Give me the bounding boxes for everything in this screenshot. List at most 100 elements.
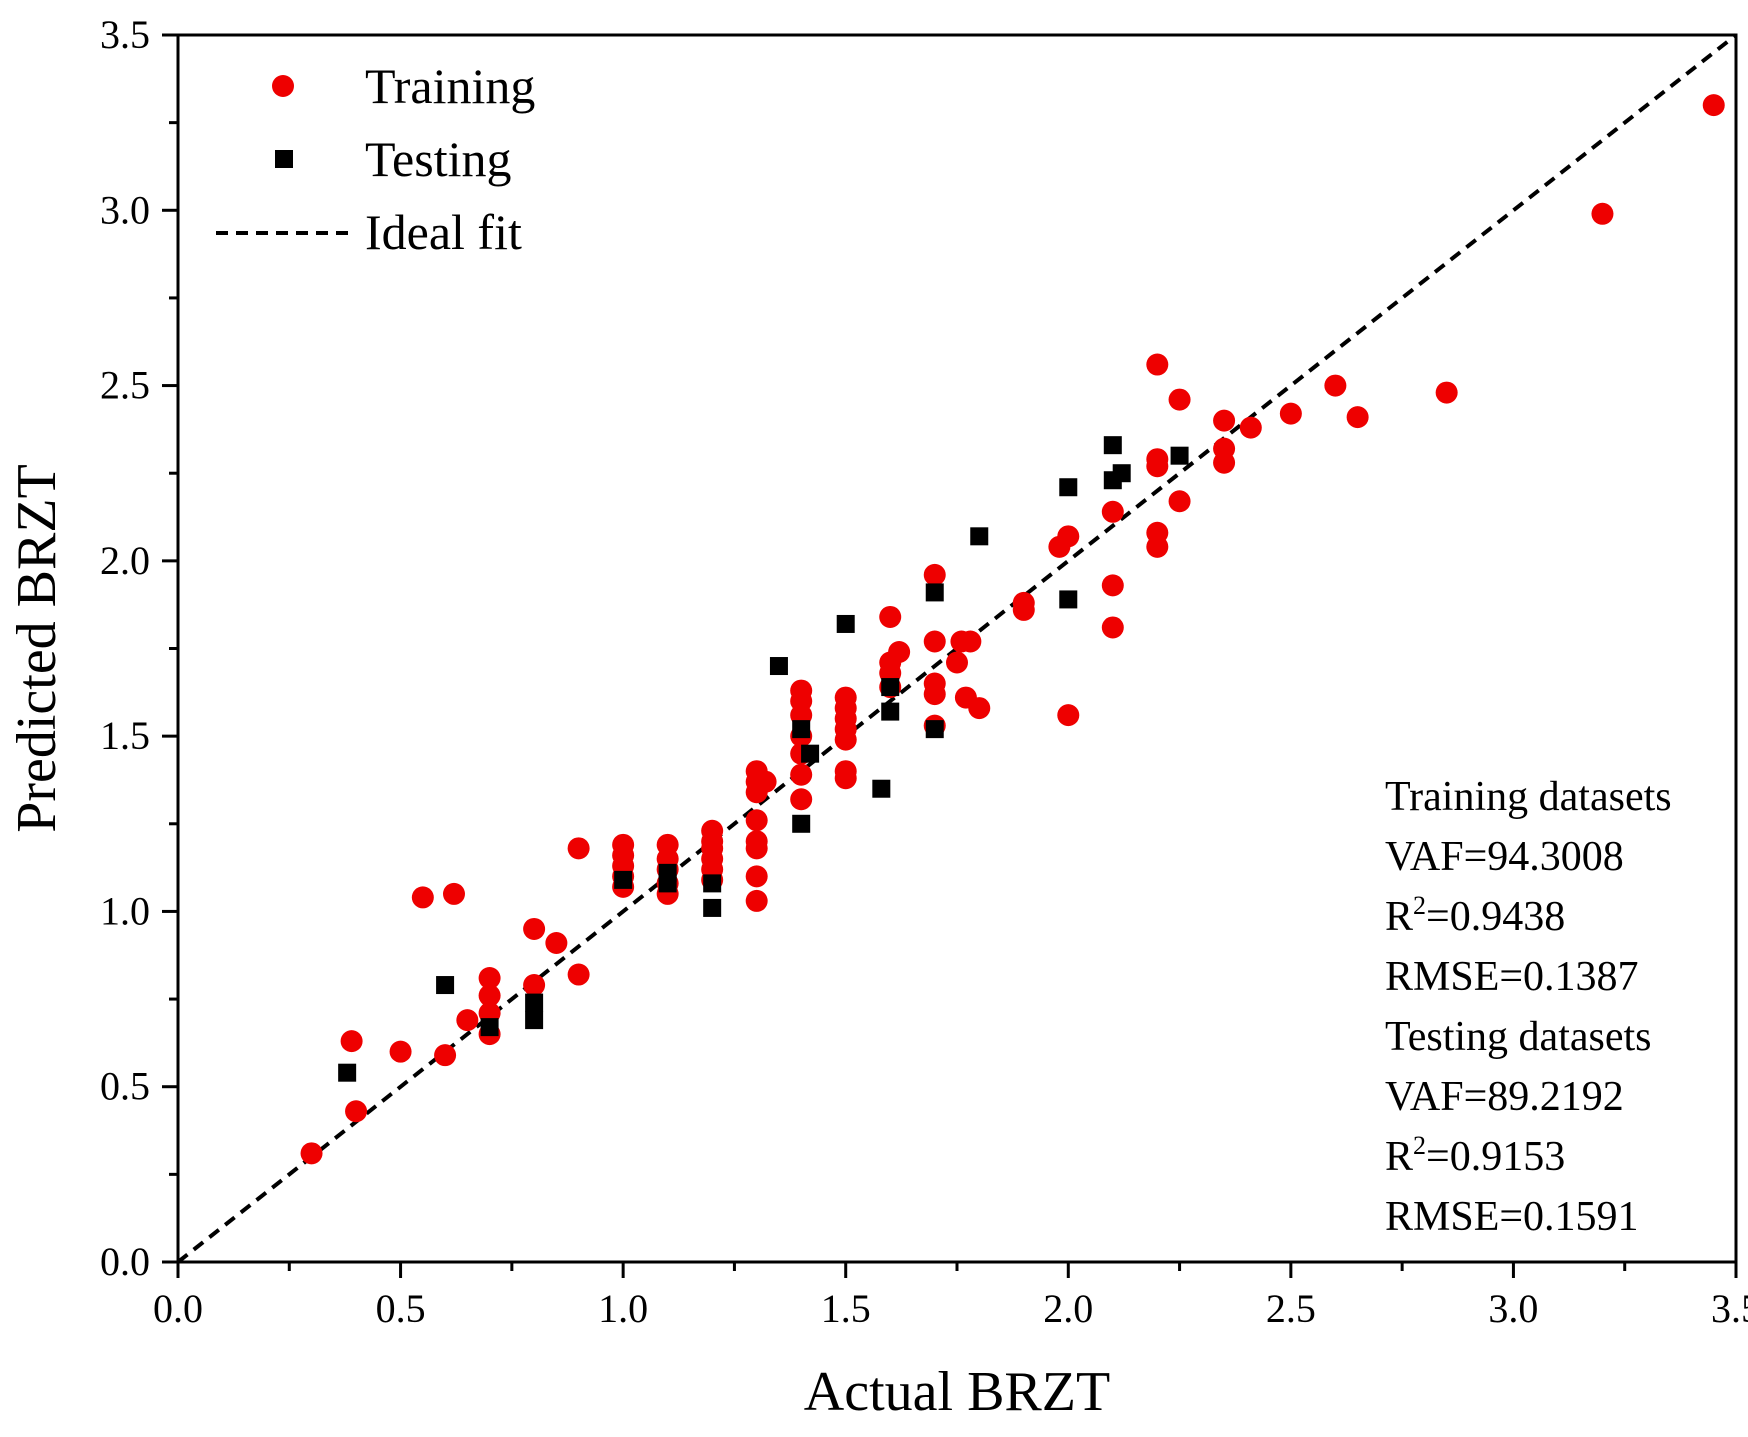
- training-point: [478, 984, 501, 1007]
- training-point: [1213, 451, 1236, 474]
- training-point: [567, 837, 590, 860]
- x-tick-label: 1.0: [598, 1286, 648, 1331]
- x-axis-title: Actual BRZT: [804, 1361, 1110, 1423]
- training-point: [745, 809, 768, 832]
- stats-annotation: Training datasets VAF=94.3008 R2=0.9438 …: [1385, 774, 1672, 1240]
- training-point: [1702, 94, 1725, 117]
- stats-training-r2-r: R: [1385, 894, 1413, 940]
- training-point: [523, 917, 546, 940]
- training-point: [1346, 406, 1369, 429]
- x-tick-label: 3.0: [1488, 1286, 1538, 1331]
- training-point: [1101, 616, 1124, 639]
- testing-point: [1103, 436, 1122, 455]
- training-point: [1057, 525, 1080, 548]
- training-point: [389, 1040, 412, 1063]
- testing-point: [836, 614, 855, 633]
- training-point: [879, 605, 902, 628]
- training-point: [1279, 402, 1302, 425]
- training-point: [1101, 574, 1124, 597]
- training-point: [790, 763, 813, 786]
- training-point: [1168, 388, 1191, 411]
- stats-training-r2-sup: 2: [1413, 891, 1426, 920]
- testing-point: [925, 583, 944, 602]
- x-tick-label: 0.5: [376, 1286, 426, 1331]
- testing-point: [881, 678, 900, 697]
- testing-point: [792, 720, 811, 739]
- training-point: [1168, 490, 1191, 513]
- training-point: [411, 886, 434, 909]
- training-point: [959, 630, 982, 653]
- training-point: [345, 1100, 368, 1123]
- testing-point: [1059, 478, 1078, 497]
- testing-point: [480, 1018, 499, 1037]
- training-point: [1057, 704, 1080, 727]
- stats-testing-r2-r: R: [1385, 1134, 1413, 1180]
- training-point: [1324, 374, 1347, 397]
- testing-point: [792, 814, 811, 833]
- training-point: [340, 1030, 363, 1053]
- x-tick-label: 2.0: [1043, 1286, 1093, 1331]
- y-tick-label: 0.0: [100, 1239, 150, 1284]
- training-point: [1146, 535, 1169, 558]
- training-point: [456, 1009, 479, 1032]
- training-point: [545, 931, 568, 954]
- training-point: [567, 963, 590, 986]
- testing-point: [970, 527, 989, 546]
- y-tick-label: 1.0: [100, 888, 150, 933]
- training-point: [923, 683, 946, 706]
- training-point: [834, 728, 857, 751]
- x-tick-label: 0.0: [153, 1286, 203, 1331]
- testing-point: [436, 976, 455, 995]
- training-point: [1213, 409, 1236, 432]
- y-tick-label: 2.0: [100, 538, 150, 583]
- testing-point: [872, 779, 891, 798]
- y-tick-label: 3.5: [100, 12, 150, 57]
- y-tick-label: 1.5: [100, 713, 150, 758]
- y-tick-label: 3.0: [100, 187, 150, 232]
- training-point: [300, 1142, 323, 1165]
- testing-point: [703, 898, 722, 917]
- training-point: [790, 788, 813, 811]
- testing-point: [614, 870, 633, 889]
- training-point: [754, 770, 777, 793]
- stats-training-rmse: RMSE=0.1387: [1385, 954, 1639, 1000]
- stats-training-heading: Training datasets: [1385, 774, 1672, 820]
- testing-point: [881, 702, 900, 721]
- x-tick-label: 2.5: [1266, 1286, 1316, 1331]
- y-tick-label: 2.5: [100, 363, 150, 408]
- legend-training-label: Training: [365, 58, 535, 114]
- stats-testing-r2-value: =0.9153: [1426, 1134, 1565, 1180]
- testing-point: [658, 863, 677, 882]
- legend: Training Testing Ideal fit: [216, 58, 535, 260]
- training-point: [923, 630, 946, 653]
- training-point: [1239, 416, 1262, 439]
- plot-frame: [176, 33, 1738, 1264]
- training-point: [1435, 381, 1458, 404]
- legend-testing-label: Testing: [365, 131, 511, 187]
- x-tick-label: 3.5: [1711, 1286, 1748, 1331]
- stats-testing-vaf: VAF=89.2192: [1385, 1074, 1624, 1120]
- testing-point: [525, 993, 544, 1012]
- training-point: [946, 651, 968, 674]
- stats-testing-rmse: RMSE=0.1591: [1385, 1194, 1639, 1240]
- legend-testing-marker: [275, 150, 293, 168]
- x-tick-label: 1.5: [821, 1286, 871, 1331]
- training-point: [523, 974, 546, 997]
- testing-point: [525, 1011, 544, 1030]
- training-point: [1101, 500, 1124, 523]
- y-tick-label: 0.5: [100, 1064, 150, 1109]
- training-point: [888, 641, 911, 664]
- stats-testing-r2-sup: 2: [1413, 1131, 1426, 1160]
- legend-ideal-label: Ideal fit: [365, 204, 522, 260]
- testing-point: [1112, 464, 1131, 483]
- training-point: [1591, 202, 1614, 225]
- stats-training-r2: R2=0.9438: [1385, 891, 1565, 940]
- tick-labels: 0.0 0.5 1.0 1.5 2.0 2.5 3.0 3.5 0.0 0.5 1.0 1.5 2.0 2…: [100, 12, 1748, 1331]
- training-point: [1146, 455, 1169, 478]
- stats-testing-r2: R2=0.9153: [1385, 1131, 1565, 1180]
- data-points: [300, 94, 1725, 1165]
- testing-point: [925, 720, 944, 739]
- stats-testing-heading: Testing datasets: [1385, 1014, 1652, 1060]
- training-point: [434, 1044, 457, 1067]
